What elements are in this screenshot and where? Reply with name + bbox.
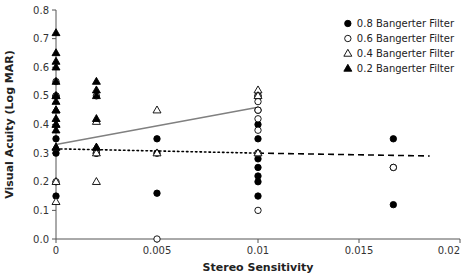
legend-label: 0.4 Bangerter Filter [357, 48, 455, 59]
point [53, 150, 59, 156]
x-tick [460, 239, 461, 243]
y-tick-label: 0.1 [33, 205, 49, 216]
point [255, 93, 261, 99]
y-tick-label: 0.3 [33, 148, 49, 159]
point [153, 106, 161, 113]
point [154, 236, 160, 242]
point [255, 93, 261, 99]
y-tick-label: 0.2 [33, 176, 49, 187]
point [52, 126, 60, 133]
x-tick-label: 0.015 [345, 245, 374, 256]
point [254, 149, 262, 156]
point-series [52, 86, 262, 205]
point [52, 29, 60, 36]
trend-lines [56, 107, 430, 156]
point [93, 150, 99, 156]
trend-line [258, 153, 430, 156]
point [255, 107, 261, 113]
point [92, 77, 100, 84]
point [255, 116, 261, 122]
plot-area [52, 29, 430, 243]
point [52, 106, 60, 113]
point [255, 164, 261, 170]
x-tick [56, 239, 57, 243]
point [52, 77, 60, 84]
point [92, 178, 100, 185]
point [52, 63, 60, 70]
x-tick-label: 0 [53, 245, 59, 256]
point-series [53, 93, 397, 208]
point [255, 207, 261, 213]
point [255, 98, 261, 104]
legend-label: 0.2 Bangerter Filter [357, 63, 455, 74]
legend-label: 0.6 Bangerter Filter [357, 33, 455, 44]
point [255, 107, 261, 113]
points [52, 29, 397, 243]
y-tick-label: 0.0 [33, 234, 49, 245]
y-axis-label: Visual Acuity (Log MAR) [3, 50, 16, 199]
point [53, 179, 59, 185]
y-tick-label: 0.5 [33, 90, 49, 101]
point [154, 150, 160, 156]
y-tick-label: 0.8 [33, 5, 49, 16]
point [154, 190, 160, 196]
point [154, 136, 160, 142]
legend-marker [344, 49, 352, 56]
legend-marker [345, 20, 351, 26]
point-series [52, 29, 100, 150]
point [390, 136, 396, 142]
x-tick [359, 239, 360, 243]
y-tick [52, 38, 56, 39]
point [255, 193, 261, 199]
point [52, 97, 60, 104]
point [93, 93, 99, 99]
x-axis-label: Stereo Sensitivity [203, 261, 314, 274]
x-tick-label: 0.01 [247, 245, 269, 256]
point [254, 92, 262, 99]
point [52, 106, 60, 113]
point [255, 150, 261, 156]
point [93, 150, 99, 156]
point [93, 150, 99, 156]
point [53, 78, 59, 84]
point [255, 136, 261, 142]
point [92, 115, 100, 122]
legend-marker [344, 64, 352, 71]
y-tick-label: 0.6 [33, 62, 49, 73]
point [92, 143, 100, 150]
x-tick [258, 239, 259, 243]
point [52, 198, 60, 205]
y-tick-label: 0.4 [33, 119, 49, 130]
y-tick [52, 10, 56, 11]
point [52, 143, 60, 150]
point [153, 149, 161, 156]
point [390, 164, 396, 170]
legend-label: 0.8 Bangerter Filter [357, 18, 455, 29]
x-tick-label: 0.005 [143, 245, 172, 256]
legend: 0.8 Bangerter Filter 0.6 Bangerter Filter… [344, 18, 455, 74]
point [52, 49, 60, 56]
point [255, 127, 261, 133]
point [390, 164, 396, 170]
point [390, 201, 396, 207]
point-series [53, 78, 397, 242]
y-tick [52, 210, 56, 211]
x-tick-label: 0.02 [438, 245, 460, 256]
chart: 0 0.005 0.01 0.015 0.02 0.0 0.1 0.2 0.3 0.4 0.5 0.6… [0, 0, 474, 279]
y-tick-label: 0.7 [33, 33, 49, 44]
point [52, 143, 60, 150]
point [255, 179, 261, 185]
legend-marker [345, 35, 351, 41]
y-tick [52, 239, 56, 240]
point [53, 136, 59, 142]
point [255, 150, 261, 156]
point [92, 92, 100, 99]
point [52, 178, 60, 185]
point [92, 143, 100, 150]
